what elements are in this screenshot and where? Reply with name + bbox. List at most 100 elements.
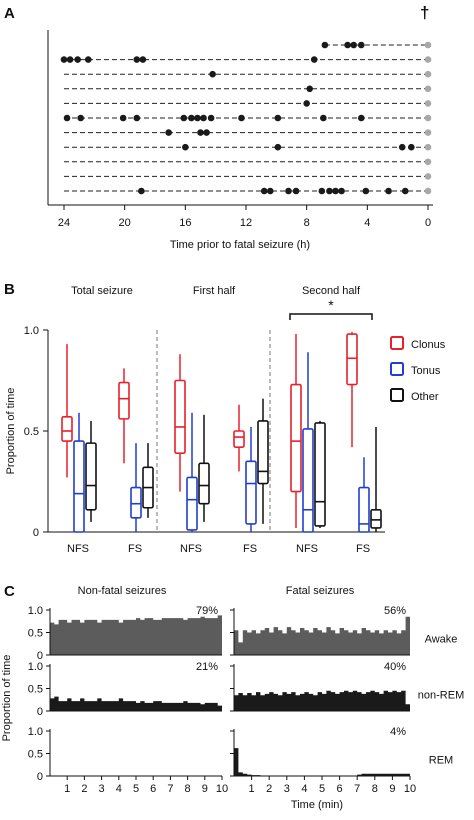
box-body bbox=[118, 381, 130, 420]
legend-label: Other bbox=[411, 391, 439, 403]
box-plots bbox=[61, 332, 382, 533]
y-tick-label: 0.5 bbox=[24, 426, 39, 438]
seizure-event-dot bbox=[63, 114, 71, 122]
x-tick-label: 8 bbox=[304, 217, 310, 229]
x-tick-label: 3 bbox=[99, 783, 105, 795]
fatal-seizure-dot bbox=[424, 129, 432, 136]
other-box bbox=[257, 398, 269, 524]
panel-b-y-label: Proportion of time bbox=[5, 388, 17, 475]
box-body bbox=[198, 462, 210, 505]
seizure-event-dot bbox=[74, 56, 81, 63]
seizure-event-dot bbox=[350, 41, 357, 49]
other-box bbox=[314, 420, 326, 528]
state-area bbox=[50, 615, 222, 655]
panel-a-letter: A bbox=[4, 5, 15, 22]
seizure-event-dot bbox=[188, 114, 195, 122]
seizure-event-dot bbox=[238, 114, 245, 122]
tonus-box bbox=[130, 443, 142, 532]
significance-star: * bbox=[328, 297, 334, 313]
x-tick-label: 5 bbox=[133, 783, 139, 795]
seizure-event-dot bbox=[274, 114, 282, 122]
other-box bbox=[198, 414, 210, 522]
section-dividers bbox=[156, 330, 271, 532]
y-tick-label: 1.0 bbox=[28, 726, 43, 738]
y-tick-label: 1.0 bbox=[28, 605, 43, 617]
x-tick-label: 20 bbox=[119, 217, 131, 229]
box-body bbox=[61, 416, 73, 442]
legend-label: Clonus bbox=[411, 339, 446, 351]
group-label: FS bbox=[356, 543, 370, 555]
non-rem-fatal-plot: 40% bbox=[230, 661, 410, 712]
tonus-box bbox=[245, 426, 257, 532]
fatal-seizure-dot bbox=[424, 56, 432, 63]
clonus-box bbox=[118, 368, 130, 464]
fatal-seizure-dot bbox=[424, 114, 432, 122]
x-tick-label: 3 bbox=[284, 783, 290, 795]
x-tick-label: 12 bbox=[240, 217, 252, 229]
dagger-symbol: † bbox=[420, 3, 429, 22]
panel-b: B Proportion of time 0 0.5 1.0 Total seizu… bbox=[4, 281, 446, 555]
box-body bbox=[290, 383, 302, 493]
fatal-seizure-dot bbox=[424, 85, 432, 93]
tonus-box bbox=[186, 412, 198, 532]
seizure-event-dot bbox=[197, 129, 204, 136]
box-body bbox=[186, 476, 198, 531]
state-row-label: REM bbox=[429, 755, 453, 767]
x-tick-label: 8 bbox=[185, 783, 191, 795]
seizure-event-dot bbox=[260, 187, 268, 195]
box-body bbox=[370, 508, 382, 529]
y-tick-label: 0 bbox=[37, 650, 43, 662]
fatal-seizure-dot bbox=[424, 187, 432, 195]
panel-b-y-ticks: 0 0.5 1.0 bbox=[24, 325, 48, 539]
legend-swatch bbox=[390, 388, 404, 402]
x-tick-label: 9 bbox=[389, 783, 395, 795]
seizure-event-dot bbox=[332, 187, 339, 195]
x-tick-label: 9 bbox=[202, 783, 208, 795]
clonus-box bbox=[346, 332, 358, 448]
seizure-event-dot bbox=[357, 41, 365, 49]
fatal-seizure-dot bbox=[424, 143, 432, 151]
box-body bbox=[245, 460, 257, 525]
section-title: Second half bbox=[302, 285, 361, 297]
seizure-event-dot bbox=[84, 56, 92, 63]
seizure-event-dot bbox=[274, 143, 282, 151]
clonus-box bbox=[174, 354, 186, 492]
other-box bbox=[85, 420, 97, 522]
seizure-event-dot bbox=[207, 114, 215, 122]
x-tick-label: 7 bbox=[167, 783, 173, 795]
state-area bbox=[234, 690, 410, 711]
x-tick-label: 10 bbox=[216, 783, 228, 795]
legend-swatch bbox=[390, 362, 404, 376]
rem-fatal-plot: 4% bbox=[230, 726, 410, 777]
x-tick-label: 2 bbox=[266, 783, 272, 795]
group-label: FS bbox=[128, 543, 142, 555]
panel-c: C Non-fatal seizures Fatal seizures Prop… bbox=[1, 583, 464, 811]
x-tick-label: 2 bbox=[81, 783, 87, 795]
x-tick-label: 16 bbox=[179, 217, 191, 229]
group-label: NFS bbox=[296, 543, 318, 555]
awake-fatal-plot: 56% bbox=[230, 605, 410, 656]
y-tick-label: 0.5 bbox=[28, 628, 43, 640]
group-label: NFS bbox=[67, 543, 89, 555]
section-title: Total seizure bbox=[71, 285, 133, 297]
seizure-event-dot bbox=[119, 114, 127, 122]
seizure-event-dot bbox=[362, 187, 370, 195]
x-tick-label: 0 bbox=[425, 217, 431, 229]
seizure-event-dot bbox=[194, 114, 201, 122]
panel-b-letter: B bbox=[4, 281, 15, 298]
fatal-seizure-dot bbox=[424, 41, 432, 49]
panel-a: A † 24 20 16 12 8 4 0 Time prior to fatal seiz… bbox=[4, 3, 433, 251]
box-body bbox=[130, 486, 142, 519]
nonfatal-title: Non-fatal seizures bbox=[78, 585, 167, 597]
tonus-box bbox=[358, 457, 370, 533]
x-tick-label: 1 bbox=[249, 783, 255, 795]
seizure-event-dot bbox=[318, 187, 326, 195]
x-tick-label: 4 bbox=[364, 217, 370, 229]
state-row-label: non-REM bbox=[418, 690, 464, 702]
percent-label: 56% bbox=[384, 605, 406, 617]
y-tick-label: 1.0 bbox=[24, 325, 39, 337]
seizure-event-dot bbox=[306, 85, 314, 93]
y-tick-label: 0.5 bbox=[28, 684, 43, 696]
